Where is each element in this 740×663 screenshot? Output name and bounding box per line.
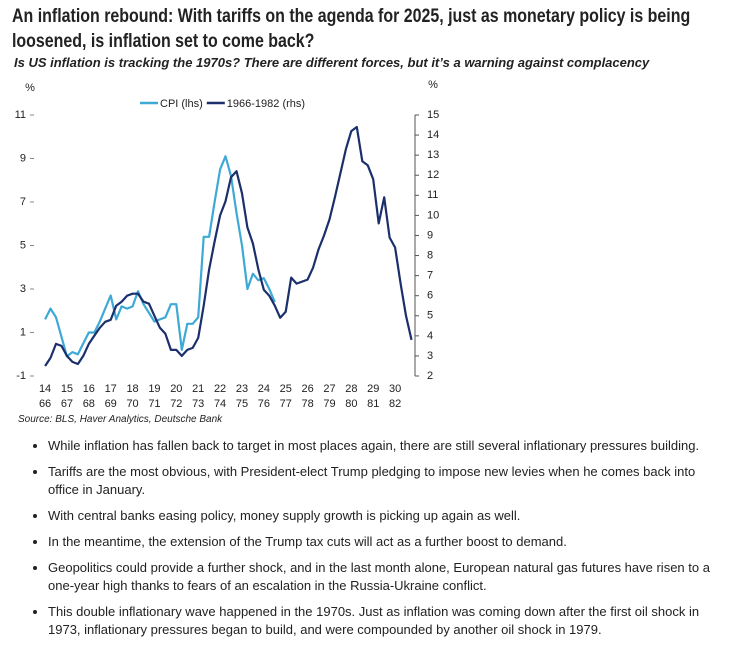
series-line <box>44 155 276 358</box>
x-tick-label: 20 <box>170 383 182 395</box>
title: An inflation rebound: With tariffs on th… <box>12 6 691 52</box>
x2-tick-label: 78 <box>301 398 313 410</box>
x2-tick-label: 76 <box>258 398 270 410</box>
y2-tick-label: 6 <box>427 290 433 302</box>
x2-tick-label: 71 <box>148 398 160 410</box>
series-line <box>44 125 413 367</box>
y2-tick-label: 11 <box>427 189 438 201</box>
x-tick-label: 14 <box>39 383 51 395</box>
y2-tick-label: 3 <box>427 350 433 362</box>
y2-tick-label: 13 <box>427 149 439 161</box>
bullet: Tariffs are the most obvious, with Presi… <box>48 463 728 499</box>
x-tick-label: 19 <box>148 383 160 395</box>
x2-tick-label: 82 <box>389 398 401 410</box>
source: Source: BLS, Haver Analytics, Deutsche B… <box>18 414 223 425</box>
x2-tick-label: 66 <box>39 398 51 410</box>
bullet-list: While inflation has fallen back to targe… <box>28 437 728 647</box>
x2-tick-label: 69 <box>105 398 117 410</box>
x-tick-label: 23 <box>236 383 248 395</box>
x-tick-label: 16 <box>83 383 95 395</box>
y-tick-label: 9 <box>20 152 26 164</box>
legend-label: CPI (lhs) <box>160 98 203 110</box>
x-tick-label: 30 <box>389 383 401 395</box>
bullet: While inflation has fallen back to targe… <box>48 437 728 455</box>
x2-tick-label: 75 <box>236 398 248 410</box>
x-tick-label: 22 <box>214 383 226 395</box>
x-tick-label: 15 <box>61 383 73 395</box>
y-tick-label: 11 <box>15 109 26 121</box>
x-tick-label: 27 <box>323 383 335 395</box>
y2-axis-label: % <box>428 79 438 91</box>
y2-tick-label: 2 <box>427 370 433 382</box>
y-tick-label: 3 <box>20 283 26 295</box>
y2-tick-label: 15 <box>427 109 439 121</box>
y2-tick-label: 14 <box>427 129 439 141</box>
x-tick-label: 21 <box>192 383 204 395</box>
x2-tick-label: 79 <box>323 398 335 410</box>
y2-tick-label: 4 <box>427 330 433 342</box>
subtitle: Is US inflation is tracking the 1970s? T… <box>14 55 650 70</box>
x-tick-label: 26 <box>301 383 313 395</box>
y-tick-label: 1 <box>20 326 26 338</box>
x2-tick-label: 67 <box>61 398 73 410</box>
x-tick-label: 25 <box>280 383 292 395</box>
y2-tick-label: 8 <box>427 249 433 261</box>
x-tick-label: 28 <box>345 383 357 395</box>
x2-tick-label: 77 <box>280 398 292 410</box>
y-tick-label: 5 <box>20 239 26 251</box>
y-tick-label: -1 <box>16 370 26 382</box>
x2-tick-label: 70 <box>126 398 138 410</box>
x-tick-label: 17 <box>105 383 117 395</box>
x2-tick-label: 68 <box>83 398 95 410</box>
x2-tick-label: 74 <box>214 398 226 410</box>
x2-tick-label: 80 <box>345 398 357 410</box>
bullet: In the meantime, the extension of the Tr… <box>48 533 728 551</box>
y2-tick-label: 7 <box>427 270 433 282</box>
bullet: With central banks easing policy, money … <box>48 507 728 525</box>
x-tick-label: 18 <box>126 383 138 395</box>
y2-tick-label: 10 <box>427 209 439 221</box>
bullet: Geopolitics could provide a further shoc… <box>48 559 728 595</box>
x2-tick-label: 81 <box>367 398 379 410</box>
y2-tick-label: 9 <box>427 229 433 241</box>
bullet: This double inflationary wave happened i… <box>48 603 728 639</box>
y-axis-label: % <box>25 82 35 94</box>
y2-tick-label: 12 <box>427 169 439 181</box>
y2-tick-label: 5 <box>427 310 433 322</box>
x2-tick-label: 72 <box>170 398 182 410</box>
y-tick-label: 7 <box>20 196 26 208</box>
x2-tick-label: 73 <box>192 398 204 410</box>
x-tick-label: 24 <box>258 383 270 395</box>
legend-label: 1966-1982 (rhs) <box>227 98 305 110</box>
x-tick-label: 29 <box>367 383 379 395</box>
